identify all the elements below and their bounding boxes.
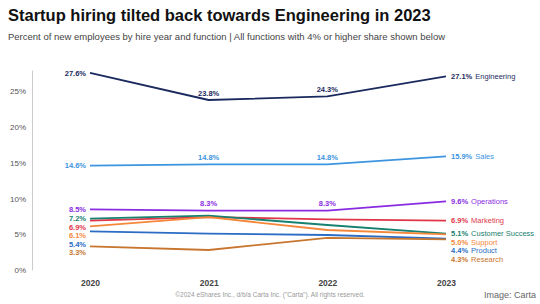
- data-label: 14.8%: [198, 153, 220, 162]
- series-line: [90, 216, 446, 234]
- series-line: [90, 238, 446, 250]
- data-label: 14.6%: [65, 161, 87, 170]
- x-tick: 2020: [81, 272, 100, 288]
- data-label: 27.6%: [65, 69, 87, 78]
- y-tick-label: 0%: [14, 266, 26, 275]
- series-line: [90, 73, 446, 100]
- x-tick-label: 2022: [318, 278, 337, 288]
- series-name: Research: [471, 255, 503, 264]
- data-label: 9.6%: [451, 197, 468, 206]
- y-tick: 10%: [10, 195, 32, 204]
- end-label: 4.3%Research: [451, 255, 503, 264]
- series-line: [90, 231, 446, 238]
- end-label: 15.9%Sales: [451, 152, 494, 161]
- x-axis: 2020 2021 2022 2023: [81, 272, 456, 288]
- y-axis: 0% 5% 10% 15% 20% 25%: [10, 71, 33, 276]
- footer-note: ©2024 eShares Inc., d/b/a Carta Inc. ("C…: [175, 291, 365, 299]
- y-tick: 15%: [10, 159, 32, 168]
- data-label: 24.3%: [317, 85, 339, 94]
- chart-svg: Startup hiring tilted back towards Engin…: [0, 0, 540, 304]
- y-tick-label: 25%: [10, 87, 26, 96]
- data-label: 8.3%: [319, 199, 336, 208]
- y-tick: 25%: [10, 87, 32, 96]
- data-label: 27.1%: [451, 72, 473, 81]
- y-tick: 0%: [14, 266, 32, 275]
- data-labels: 27.6%14.6%8.5%7.2%6.9%6.1%5.4%3.3%23.8%1…: [65, 69, 535, 264]
- x-tick: 2022: [318, 272, 337, 288]
- series-line: [90, 201, 446, 210]
- y-tick-label: 5%: [14, 230, 26, 239]
- chart-subtitle: Percent of new employees by hire year an…: [8, 31, 445, 42]
- series-line: [90, 156, 446, 165]
- image-credit: Image: Carta: [484, 290, 536, 300]
- y-tick-label: 10%: [10, 195, 26, 204]
- data-label: 23.8%: [198, 89, 220, 98]
- y-tick-label: 20%: [10, 123, 26, 132]
- y-tick: 20%: [10, 123, 32, 132]
- x-tick-label: 2023: [437, 278, 456, 288]
- series-name: Operations: [471, 197, 508, 206]
- data-label: 6.9%: [451, 216, 468, 225]
- data-label: 4.3%: [451, 255, 468, 264]
- y-tick: 5%: [14, 230, 32, 239]
- data-label: 14.8%: [317, 153, 339, 162]
- series-name: Engineering: [475, 72, 515, 81]
- y-axis-line: [32, 71, 33, 271]
- data-label: 3.3%: [69, 248, 86, 257]
- x-tick: 2023: [437, 272, 456, 288]
- series-name: Sales: [475, 152, 494, 161]
- end-label: 6.9%Marketing: [451, 216, 504, 225]
- data-label: 8.3%: [200, 199, 217, 208]
- x-tick-label: 2020: [81, 278, 100, 288]
- end-label: 9.6%Operations: [451, 197, 508, 206]
- chart-title: Startup hiring tilted back towards Engin…: [8, 6, 431, 24]
- end-label: 27.1%Engineering: [451, 72, 515, 81]
- data-label: 15.9%: [451, 152, 473, 161]
- x-tick-label: 2021: [200, 278, 219, 288]
- series-name: Marketing: [471, 216, 504, 225]
- y-tick-label: 15%: [10, 159, 26, 168]
- data-label: 8.5%: [69, 205, 86, 214]
- x-tick: 2021: [200, 272, 219, 288]
- lines: [90, 73, 446, 250]
